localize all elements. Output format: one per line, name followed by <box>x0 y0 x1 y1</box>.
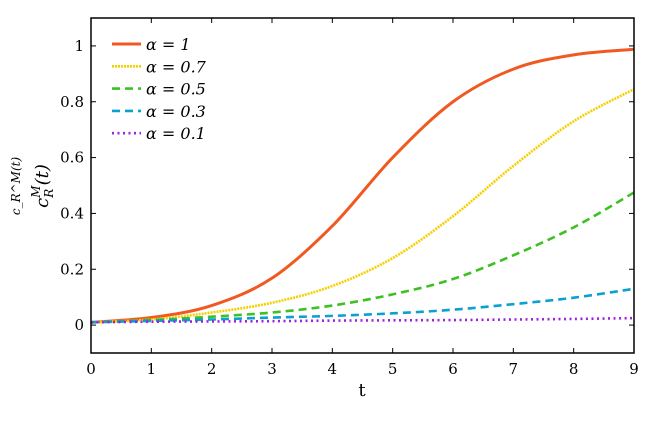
legend-label-2: α = 0.5 <box>146 80 206 99</box>
y-tick-label: 1 <box>74 37 84 55</box>
y-axis-label-text: c_R^M(t) <box>9 157 23 216</box>
series-lines <box>90 47 635 324</box>
series-line-4 <box>90 316 635 324</box>
legend-label-3: α = 0.3 <box>146 102 206 121</box>
legend-label-1: α = 0.7 <box>146 57 207 76</box>
y-axis-label: cRM(t) <box>29 164 56 208</box>
y-tick-label: 0 <box>74 316 84 334</box>
x-tick-label: 5 <box>388 360 398 378</box>
y-label-arg: (t) <box>32 164 53 185</box>
legend: α = 1 α = 0.7 α = 0.5 α = 0.3 α = 0.1 <box>112 35 207 143</box>
series-line-1 <box>90 88 635 324</box>
y-tick-label: 0.8 <box>60 93 84 111</box>
axis-ticks: 0 1 2 3 4 5 6 7 8 9 0 0.2 0.4 0.6 0.8 1 <box>60 18 639 378</box>
series-line-2 <box>90 191 635 324</box>
y-label-sub: R <box>42 189 56 199</box>
plot-frame <box>90 17 635 354</box>
x-tick-label: 8 <box>569 360 579 378</box>
x-tick-label: 2 <box>207 360 217 378</box>
y-tick-label: 0.4 <box>60 204 84 222</box>
y-axis-label-raw: c_R^M(t) <box>9 157 23 216</box>
x-tick-label: 9 <box>629 360 639 378</box>
y-tick-label: 0.2 <box>60 260 84 278</box>
x-tick-label: 0 <box>86 360 96 378</box>
x-tick-label: 6 <box>448 360 458 378</box>
x-axis-label: t <box>358 380 366 401</box>
x-tick-label: 3 <box>267 360 277 378</box>
legend-label-0: α = 1 <box>146 35 191 54</box>
y-label-base: c <box>32 198 53 208</box>
x-tick-label: 1 <box>147 360 157 378</box>
svg-text:cRM(t): cRM(t) <box>29 164 56 208</box>
y-tick-label: 0.6 <box>60 149 84 167</box>
x-tick-label: 7 <box>509 360 519 378</box>
x-tick-label: 4 <box>328 360 338 378</box>
y-label-sup: M <box>29 185 43 199</box>
series-line-0 <box>90 47 635 324</box>
legend-label-4: α = 0.1 <box>146 124 206 143</box>
